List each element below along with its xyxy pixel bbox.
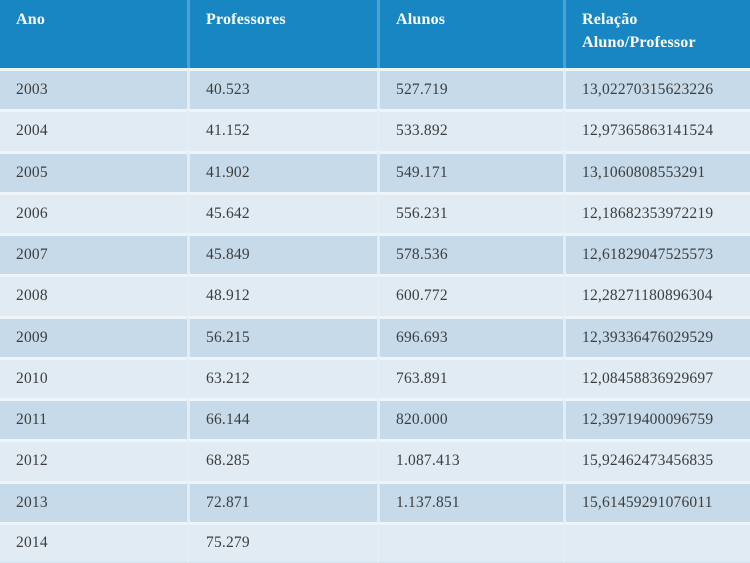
cell-ano: 2003	[0, 68, 187, 110]
cell-relacao: 15,92462473456835	[563, 439, 750, 481]
cell-relacao: 12,39336476029529	[563, 315, 750, 357]
cell-professores: 45.642	[187, 191, 377, 233]
cell-relacao: 12,08458836929697	[563, 356, 750, 398]
table-row: 2003 40.523 527.719 13,02270315623226	[0, 68, 750, 110]
cell-alunos: 1.137.851	[377, 480, 563, 522]
cell-alunos: 696.693	[377, 315, 563, 357]
table-row: 2007 45.849 578.536 12,61829047525573	[0, 233, 750, 275]
cell-professores: 40.523	[187, 68, 377, 110]
table-row: 2010 63.212 763.891 12,08458836929697	[0, 356, 750, 398]
cell-relacao: 12,18682353972219	[563, 191, 750, 233]
cell-relacao: 13,02270315623226	[563, 68, 750, 110]
header-cell-ano: Ano	[0, 0, 187, 68]
header-row: Ano Professores Alunos Relação Aluno/Pro…	[0, 0, 750, 68]
table-row: 2004 41.152 533.892 12,97365863141524	[0, 109, 750, 151]
cell-ano: 2014	[0, 521, 187, 563]
cell-alunos: 527.719	[377, 68, 563, 110]
cell-alunos: 763.891	[377, 356, 563, 398]
cell-relacao: 12,61829047525573	[563, 233, 750, 275]
cell-ano: 2012	[0, 439, 187, 481]
cell-ano: 2013	[0, 480, 187, 522]
cell-professores: 66.144	[187, 398, 377, 440]
cell-relacao: 12,39719400096759	[563, 398, 750, 440]
cell-professores: 48.912	[187, 274, 377, 316]
cell-ano: 2006	[0, 191, 187, 233]
cell-ano: 2008	[0, 274, 187, 316]
table-row: 2008 48.912 600.772 12,28271180896304	[0, 274, 750, 316]
cell-relacao: 12,28271180896304	[563, 274, 750, 316]
cell-alunos: 1.087.413	[377, 439, 563, 481]
cell-ano: 2010	[0, 356, 187, 398]
cell-relacao	[563, 521, 750, 563]
cell-relacao: 12,97365863141524	[563, 109, 750, 151]
cell-ano: 2004	[0, 109, 187, 151]
cell-relacao: 15,61459291076011	[563, 480, 750, 522]
cell-alunos: 556.231	[377, 191, 563, 233]
table-row: 2009 56.215 696.693 12,39336476029529	[0, 315, 750, 357]
cell-alunos	[377, 521, 563, 563]
table-row: 2013 72.871 1.137.851 15,61459291076011	[0, 480, 750, 522]
cell-professores: 56.215	[187, 315, 377, 357]
cell-alunos: 820.000	[377, 398, 563, 440]
cell-alunos: 549.171	[377, 150, 563, 192]
cell-alunos: 600.772	[377, 274, 563, 316]
cell-professores: 63.212	[187, 356, 377, 398]
table-row: 2005 41.902 549.171 13,1060808553291	[0, 150, 750, 192]
cell-ano: 2005	[0, 150, 187, 192]
header-cell-professores: Professores	[187, 0, 377, 68]
cell-ano: 2011	[0, 398, 187, 440]
cell-professores: 68.285	[187, 439, 377, 481]
cell-relacao: 13,1060808553291	[563, 150, 750, 192]
cell-professores: 72.871	[187, 480, 377, 522]
cell-alunos: 533.892	[377, 109, 563, 151]
cell-alunos: 578.536	[377, 233, 563, 275]
cell-ano: 2007	[0, 233, 187, 275]
cell-professores: 75.279	[187, 521, 377, 563]
table-row: 2011 66.144 820.000 12,39719400096759	[0, 398, 750, 440]
header-cell-relacao: Relação Aluno/Professor	[563, 0, 750, 68]
cell-professores: 41.152	[187, 109, 377, 151]
cell-ano: 2009	[0, 315, 187, 357]
header-cell-alunos: Alunos	[377, 0, 563, 68]
table-row: 2012 68.285 1.087.413 15,92462473456835	[0, 439, 750, 481]
table-row: 2006 45.642 556.231 12,18682353972219	[0, 191, 750, 233]
cell-professores: 45.849	[187, 233, 377, 275]
cell-professores: 41.902	[187, 150, 377, 192]
table-row: 2014 75.279	[0, 521, 750, 563]
